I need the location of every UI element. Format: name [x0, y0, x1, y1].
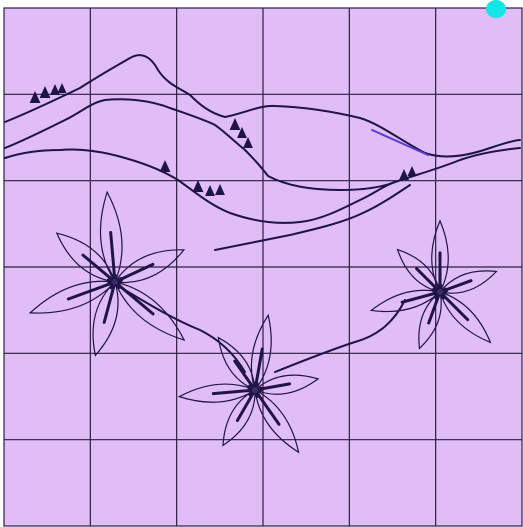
petal-outline: [92, 280, 119, 357]
stamen: [433, 294, 439, 300]
petal-vein: [233, 359, 257, 392]
petal-vein: [211, 388, 257, 396]
stem-left-to-center: [124, 289, 246, 373]
petal-outline: [99, 190, 123, 284]
petal-outline: [396, 248, 441, 293]
stamen: [441, 294, 447, 300]
mountain-ridge-back: [4, 54, 521, 158]
pine-tree-icon: [29, 91, 41, 103]
pine-tree-icon: [237, 127, 247, 138]
petal-vein: [415, 267, 442, 294]
reference-grid: [4, 8, 522, 526]
stamen: [106, 278, 112, 284]
mountain-range-sketch: [4, 54, 521, 251]
pine-tree-icon: [192, 180, 204, 192]
pine-tree-icon: [243, 137, 253, 148]
stamen: [255, 392, 261, 398]
cyan-dot-icon: [486, 0, 506, 18]
pine-tree-icon: [205, 185, 215, 196]
pine-tree-icon: [159, 160, 171, 172]
mountain-ridge-foreground: [214, 184, 411, 251]
petal-vein: [400, 290, 442, 304]
stamen: [437, 283, 443, 289]
petal-outline: [253, 374, 320, 395]
petal-outline: [438, 270, 498, 294]
pine-tree-icon: [399, 169, 409, 180]
lily-left: [28, 190, 186, 357]
petal-outline: [177, 383, 257, 403]
petal-outline: [431, 219, 449, 294]
petal-outline: [439, 291, 492, 344]
petal-outline: [418, 290, 442, 350]
stamen: [443, 287, 449, 293]
pine-tree-icon: [215, 184, 225, 195]
lily-center: [177, 313, 320, 454]
stamen: [258, 386, 264, 392]
pine-tree-icon: [39, 86, 51, 98]
flower-center: [112, 279, 118, 285]
flower-center: [437, 289, 443, 295]
petal-outline: [55, 232, 116, 283]
mountain-ridge-middle: [4, 98, 521, 191]
mountain-shadow-highlight: [371, 129, 429, 156]
petal-outline: [113, 249, 186, 284]
stem-center-to-right: [274, 299, 406, 373]
lily-right: [369, 219, 498, 350]
pine-tree-icon: [57, 83, 67, 93]
stamen: [248, 391, 254, 397]
stamen: [109, 284, 115, 290]
petal-outline: [369, 289, 442, 313]
pine-tree-icon: [50, 84, 60, 95]
mountain-ridge-front: [4, 148, 396, 224]
pine-tree-cluster: [29, 83, 417, 196]
petal-outline: [222, 389, 256, 447]
petal-outline: [113, 281, 186, 342]
stamen: [431, 287, 437, 293]
petal-outline: [254, 388, 300, 454]
petal-outline: [28, 280, 117, 314]
petal-vein: [66, 280, 117, 301]
pine-tree-icon: [229, 118, 241, 130]
stamen: [253, 381, 259, 387]
flower-stems: [124, 289, 406, 373]
pine-tree-icon: [407, 166, 417, 176]
petal-vein: [113, 280, 155, 316]
stamen: [111, 273, 117, 279]
petal-outline: [250, 313, 272, 392]
stamen: [116, 284, 122, 290]
petal-outline: [217, 336, 256, 391]
lily-flowers: [28, 190, 498, 454]
stamen: [247, 384, 253, 390]
petal-vein: [81, 253, 117, 284]
flower-center: [252, 387, 258, 393]
paper-border: [3, 7, 523, 527]
stamen: [118, 277, 124, 283]
